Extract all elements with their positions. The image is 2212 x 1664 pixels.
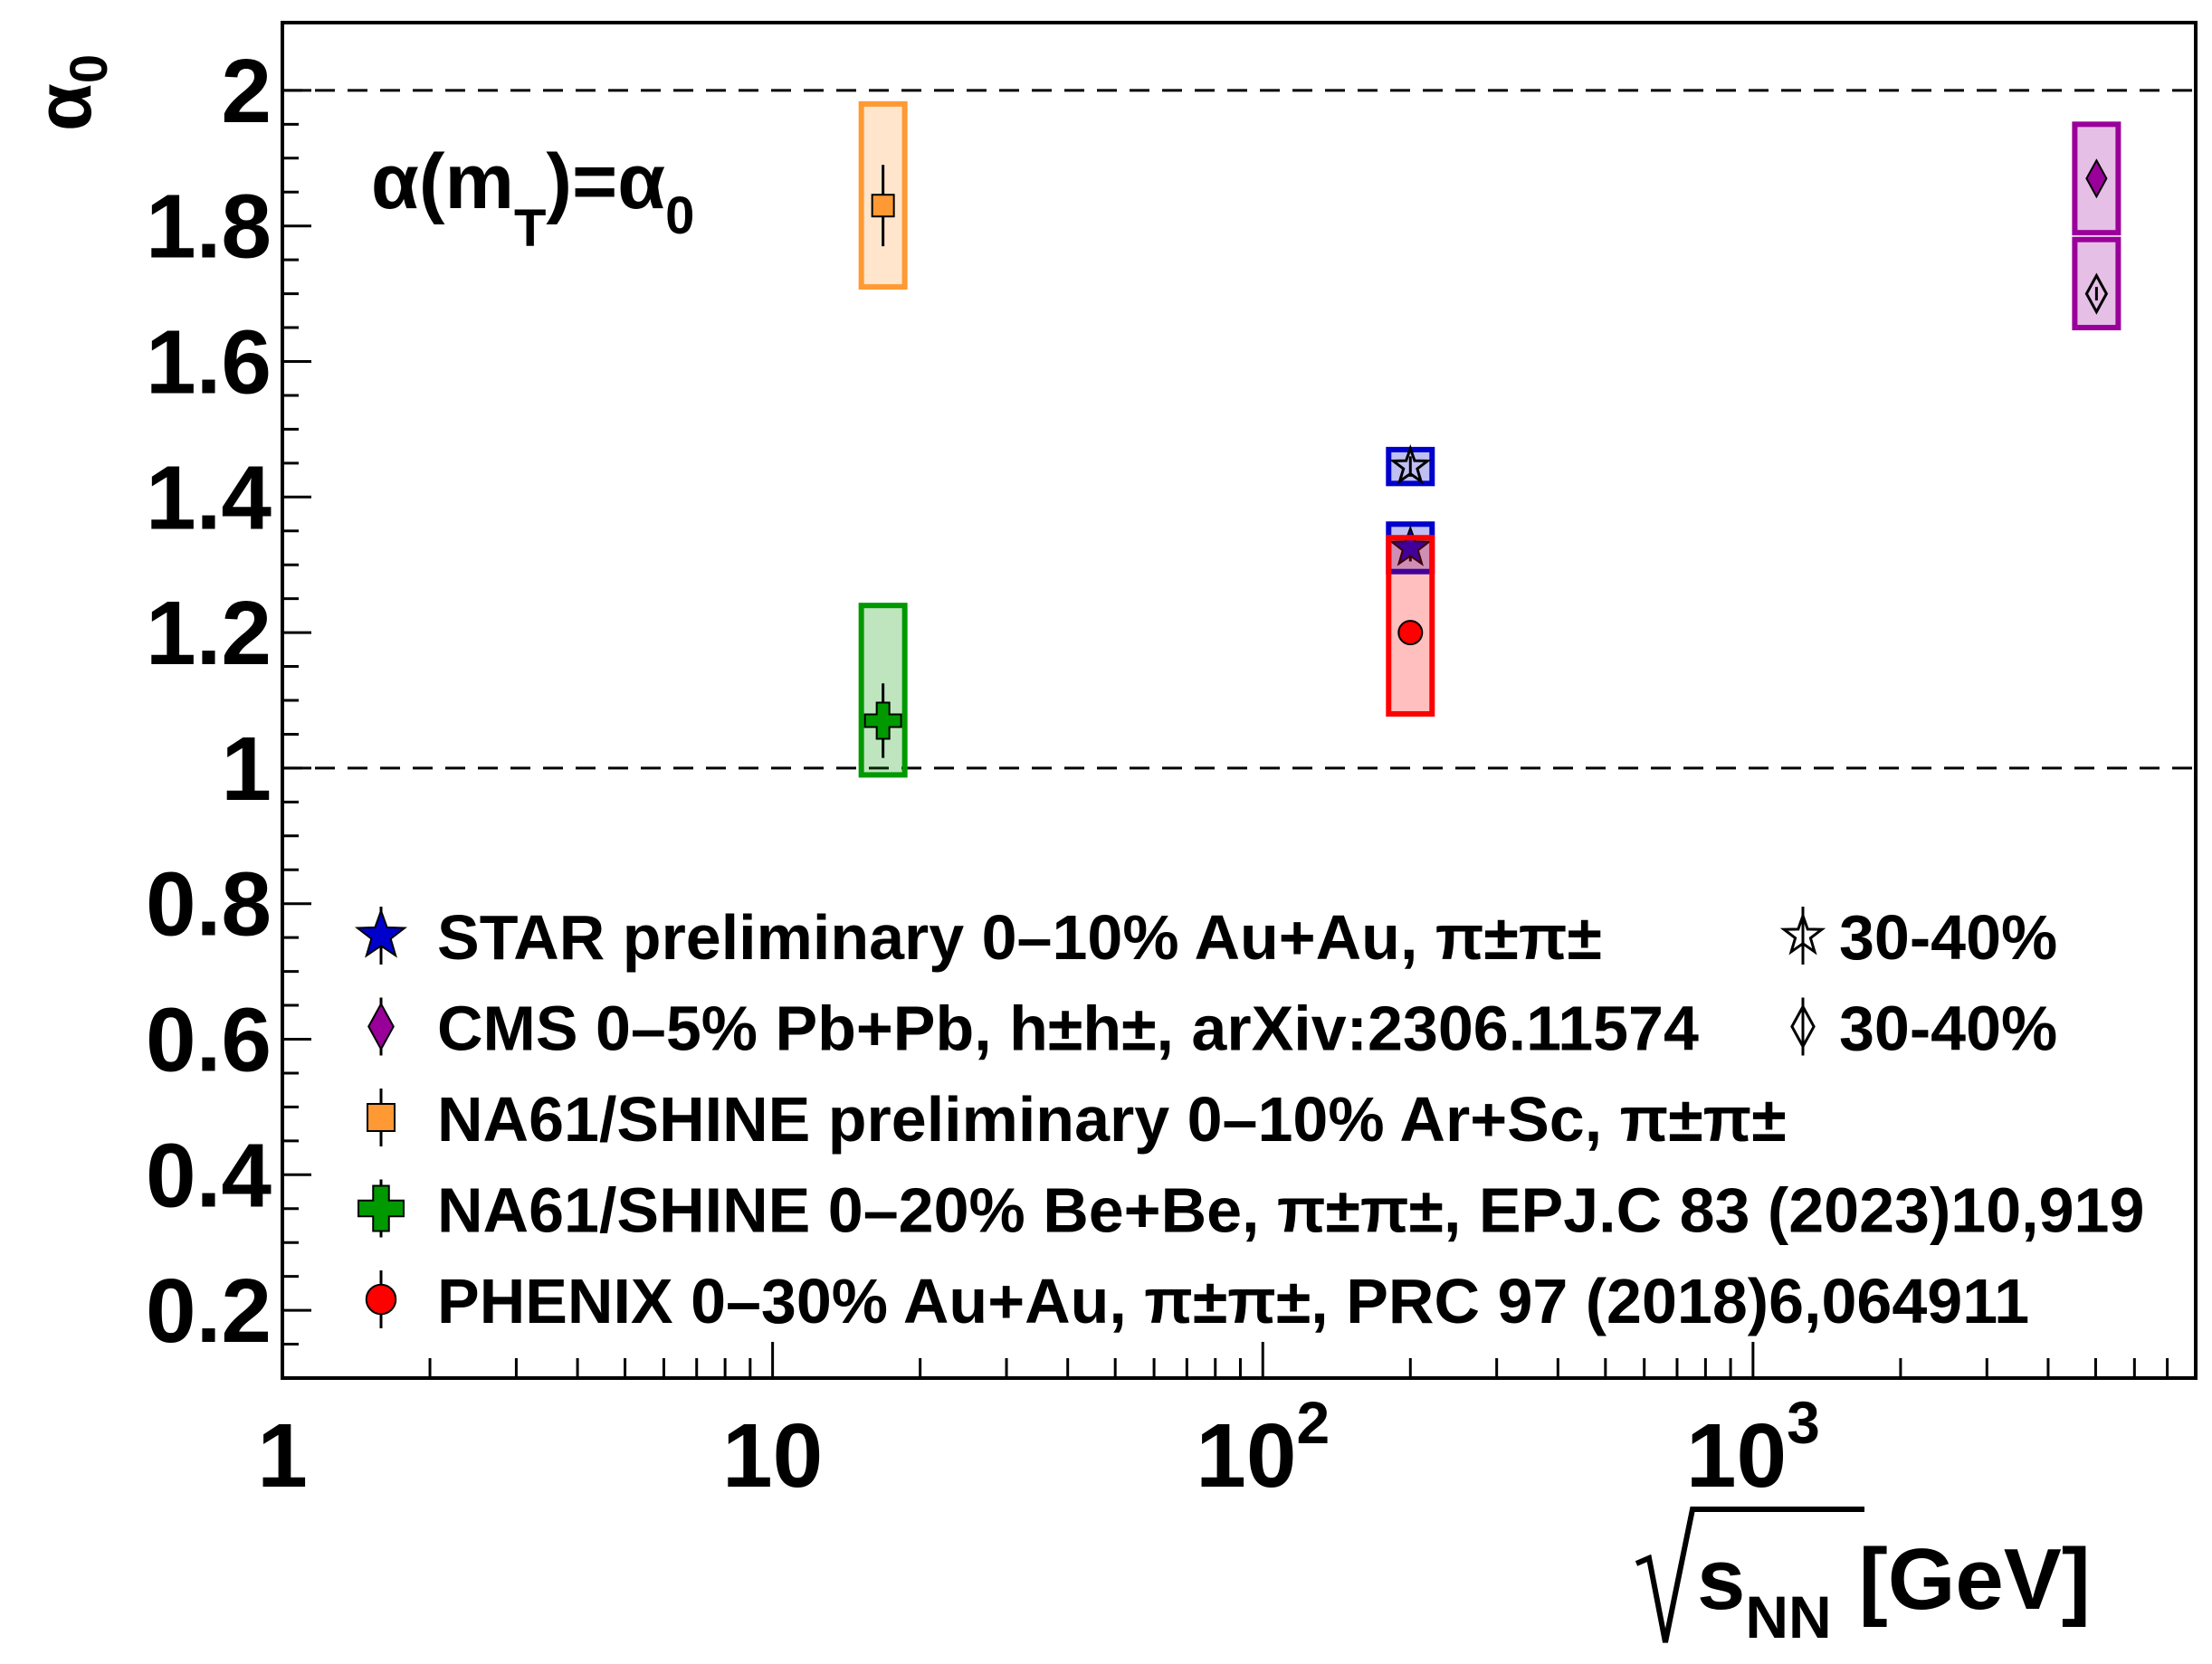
y-tick-label: 1.6 — [146, 312, 272, 414]
diamond-filled-marker — [367, 1002, 395, 1051]
x-axis: 1 10 102 103 — [257, 1342, 2169, 1507]
annotation-main: α(m — [371, 138, 514, 225]
x-tick-label: 102 — [1196, 1389, 1330, 1507]
legend-label: PHENIX 0–30% Au+Au, π±π±, PRC 97 (2018)6… — [437, 1266, 2029, 1336]
series-6 — [1386, 535, 1435, 717]
cross-filled-marker — [863, 701, 902, 740]
series-1 — [1386, 444, 1435, 487]
legend: STAR preliminary 0–10% Au+Au, π±π± 30-40%… — [354, 902, 2144, 1336]
y-tick-label: 0.8 — [146, 854, 272, 956]
legend-label: CMS 0–5% Pb+Pb, h±h±, arXiv:2306.11574 — [437, 994, 1699, 1064]
square-filled-marker — [871, 194, 895, 218]
series-2 — [2072, 121, 2121, 236]
y-axis: 0.2 0.4 0.6 0.8 1 1.2 1.4 1.6 1.8 2 — [146, 41, 311, 1380]
y-tick-label: 0.2 — [146, 1260, 272, 1362]
annotation-sub-0: 0 — [665, 186, 694, 245]
square-filled-marker — [367, 1103, 396, 1132]
legend-row: NA61/SHINE 0–20% Be+Be, π±π±, EPJ.C 83 (… — [358, 1175, 2144, 1246]
x-tick-base: 1 — [257, 1405, 308, 1507]
diamond-open-marker — [1790, 1003, 1816, 1050]
x-tick-label: 103 — [1686, 1389, 1820, 1507]
circle-filled-marker — [1397, 620, 1424, 646]
sqrt-symbol — [1635, 1507, 1864, 1643]
x-axis-title-text: sNN [GeV] — [1697, 1531, 2091, 1650]
legend-row: STAR preliminary 0–10% Au+Au, π±π± 30-40% — [354, 902, 2057, 973]
systematic-box — [2072, 121, 2121, 236]
legend-row: NA61/SHINE preliminary 0–10% Ar+Sc, π±π± — [367, 1084, 1787, 1155]
y-tick-label: 1 — [221, 718, 272, 820]
legend-label: NA61/SHINE preliminary 0–10% Ar+Sc, π±π± — [437, 1084, 1787, 1155]
annotation-mid: )=α — [546, 138, 665, 225]
data-layer — [858, 100, 2121, 778]
x-tick-base: 10 — [722, 1405, 823, 1507]
series-5 — [858, 603, 908, 778]
y-tick-label: 2 — [221, 41, 272, 142]
circle-filled-marker — [365, 1283, 397, 1316]
x-tick-label: 10 — [722, 1405, 823, 1507]
x-tick-exponent: 2 — [1297, 1389, 1330, 1456]
y-tick-label: 1.4 — [146, 447, 272, 548]
x-axis-title-sub: NN — [1745, 1583, 1831, 1650]
y-axis-title-base: α — [21, 83, 108, 131]
reference-lines — [282, 89, 2196, 770]
y-axis-title: α0 — [21, 54, 119, 131]
x-tick-base: 10 — [1196, 1405, 1296, 1507]
legend-label: NA61/SHINE 0–20% Be+Be, π±π±, EPJ.C 83 (… — [437, 1175, 2144, 1246]
diamond-open-marker — [2084, 272, 2109, 315]
cross-filled-marker — [358, 1184, 405, 1232]
x-tick-base: 10 — [1686, 1405, 1787, 1507]
legend-row: CMS 0–5% Pb+Pb, h±h±, arXiv:2306.11574 30… — [367, 994, 2057, 1064]
legend-extra-label: 30-40% — [1839, 902, 2057, 973]
x-tick-label: 1 — [257, 1405, 308, 1507]
annotation-sub-t: T — [514, 199, 546, 258]
x-axis-title-base: s — [1697, 1531, 1745, 1628]
star-filled-marker — [1388, 525, 1433, 566]
star-filled-marker — [354, 908, 408, 958]
y-tick-label: 1.2 — [146, 583, 272, 684]
y-tick-label: 0.4 — [146, 1125, 272, 1226]
y-tick-label: 0.6 — [146, 990, 272, 1091]
y-tick-label: 1.8 — [146, 176, 272, 278]
series-3 — [2072, 236, 2121, 331]
x-axis-title-unit: [GeV] — [1859, 1531, 2091, 1628]
y-axis-title-sub: 0 — [60, 54, 119, 83]
series-4 — [858, 100, 908, 290]
star-open-marker — [1388, 444, 1432, 485]
annotation-alpha: α(mT)=α0 — [371, 138, 694, 258]
x-tick-exponent: 3 — [1787, 1389, 1820, 1456]
star-open-marker — [1779, 911, 1826, 956]
legend-row: PHENIX 0–30% Au+Au, π±π±, PRC 97 (2018)6… — [365, 1266, 2029, 1336]
x-axis-title: sNN [GeV] — [1635, 1507, 2091, 1650]
diamond-filled-marker — [2085, 158, 2108, 199]
legend-label: STAR preliminary 0–10% Au+Au, π±π± — [437, 902, 1602, 973]
legend-extra-label: 30-40% — [1839, 994, 2057, 1064]
